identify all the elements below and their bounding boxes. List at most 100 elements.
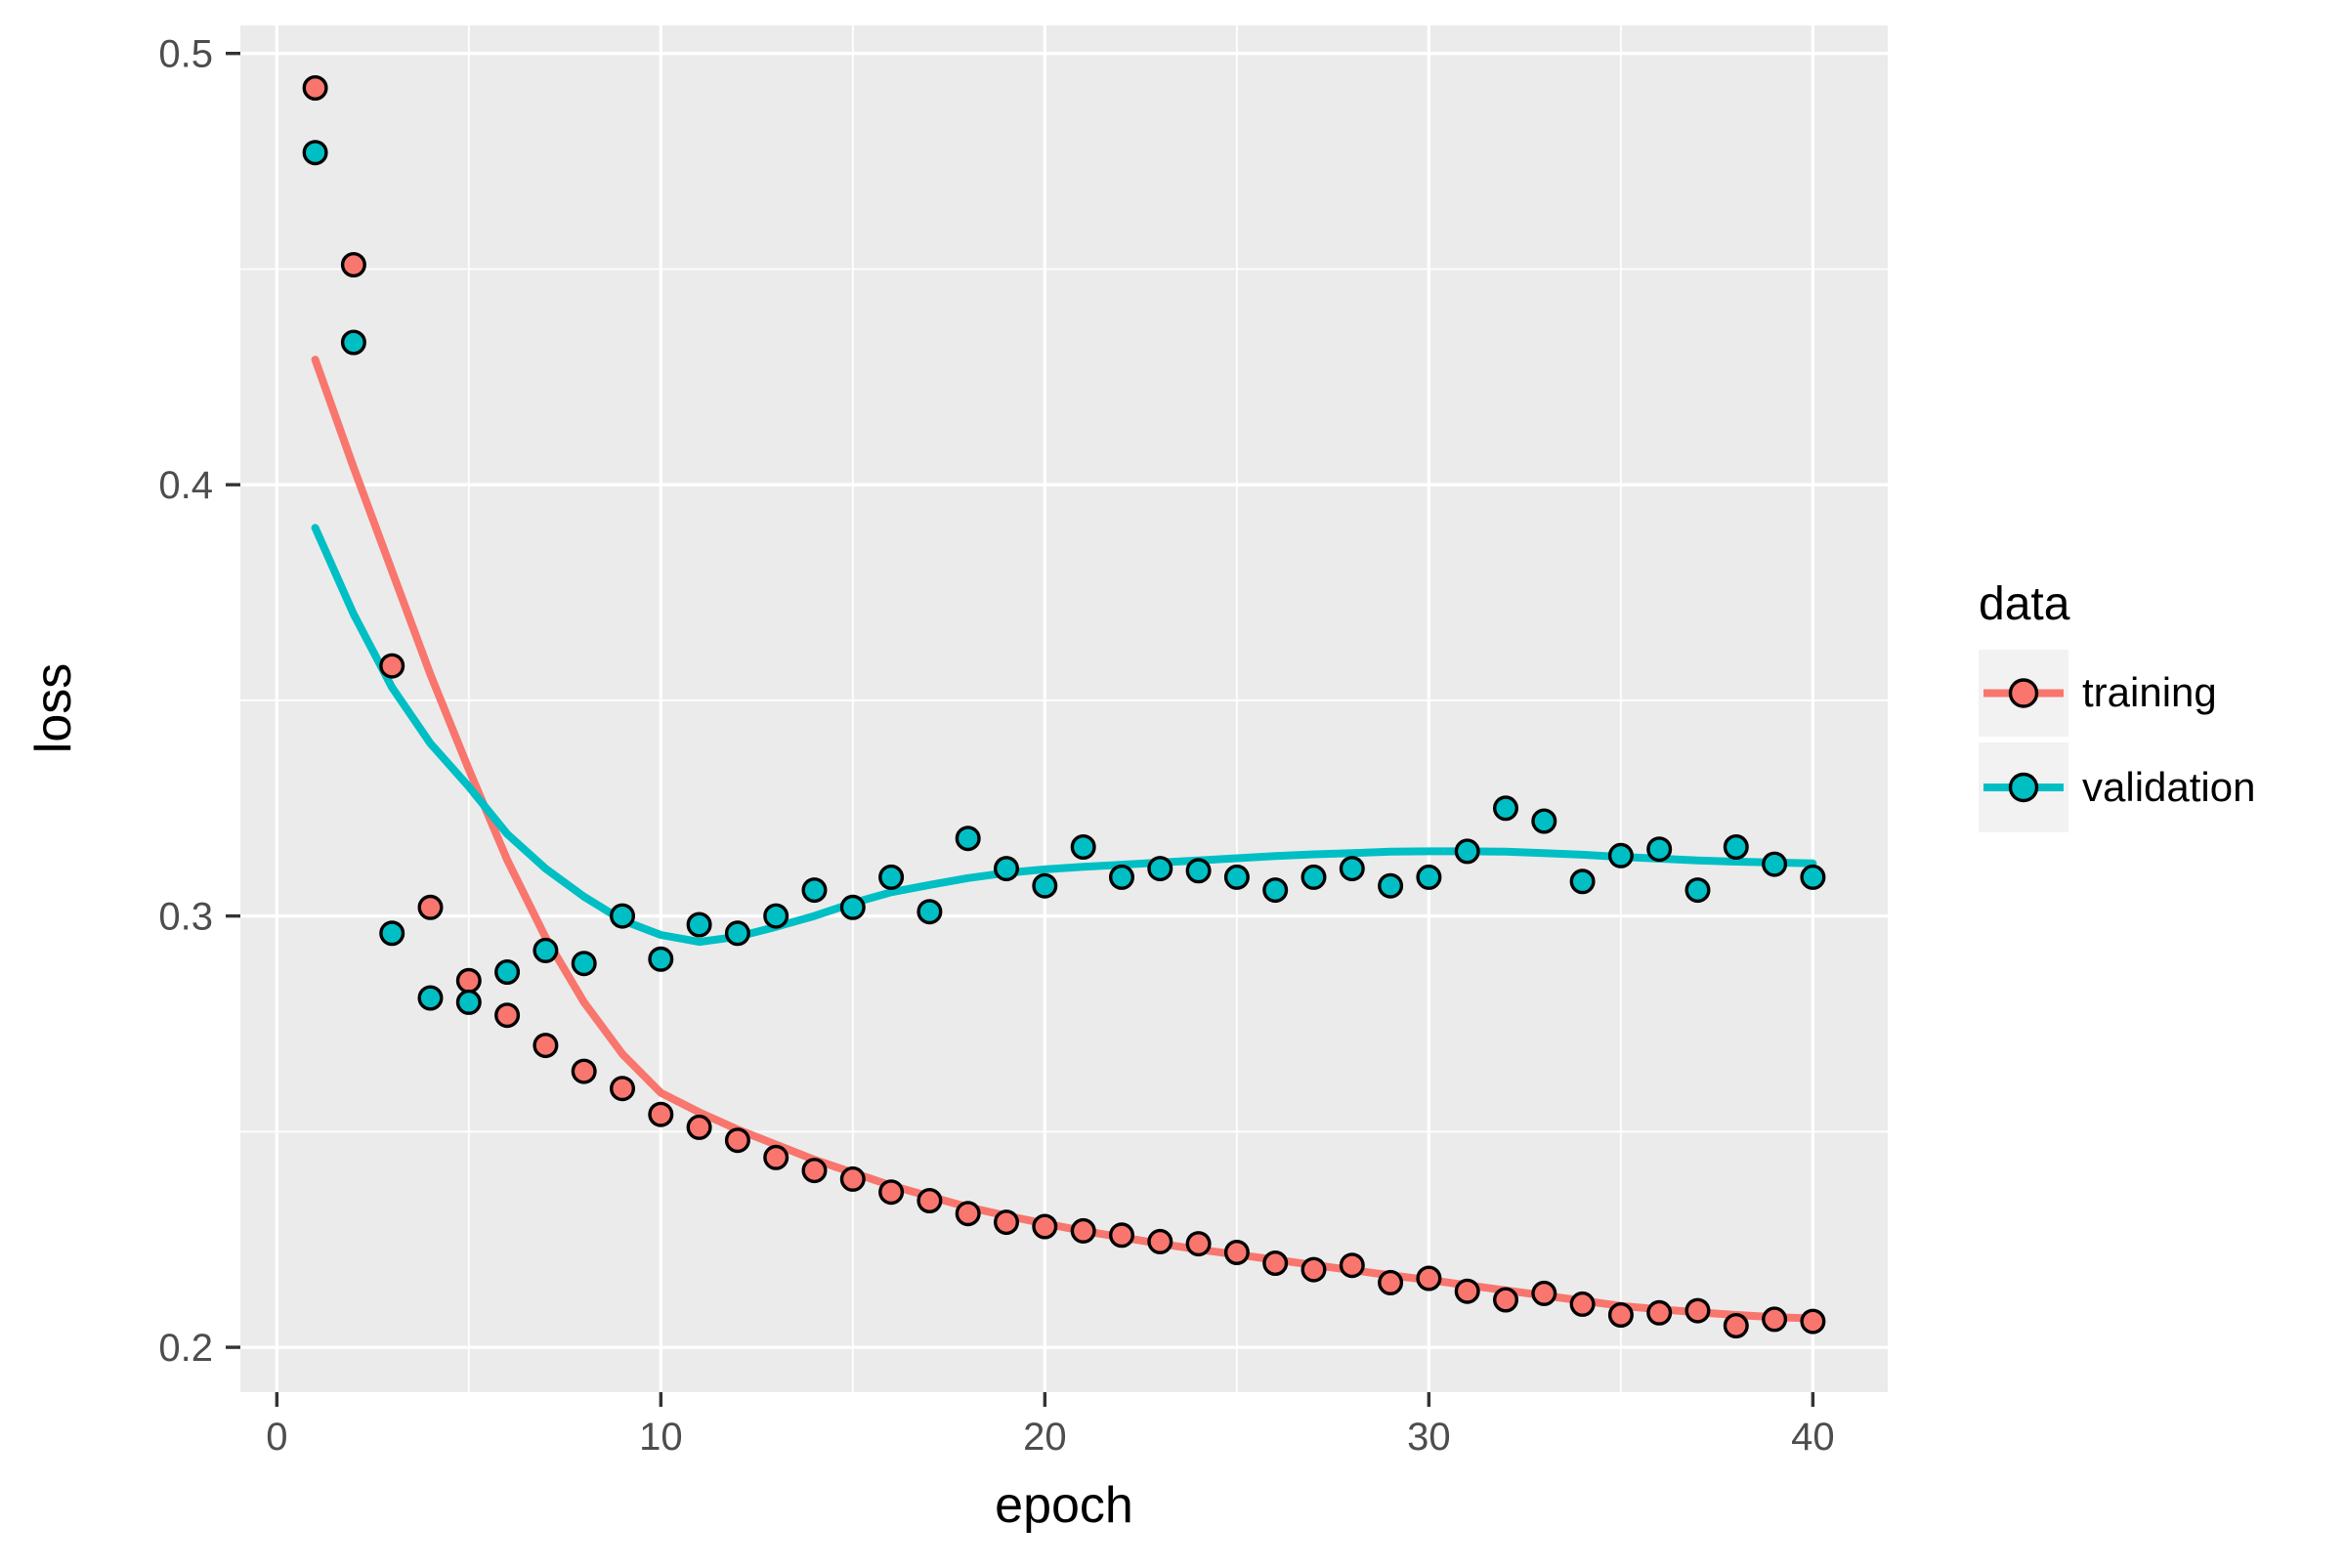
training-point <box>571 1058 597 1084</box>
x-tick-label: 0 <box>266 1416 287 1459</box>
validation-point <box>1339 856 1365 882</box>
x-tick-label: 40 <box>1791 1416 1835 1459</box>
training-point <box>878 1179 905 1206</box>
training-point <box>1762 1306 1788 1333</box>
validation-point <box>1032 872 1058 899</box>
training-point <box>1339 1252 1365 1279</box>
validation-point <box>571 951 597 977</box>
x-tick-label: 20 <box>1023 1416 1067 1459</box>
training-point <box>648 1101 674 1127</box>
training-point <box>1607 1301 1634 1328</box>
validation-point <box>1800 864 1826 890</box>
training-point <box>1378 1269 1404 1295</box>
training-point <box>379 653 405 679</box>
legend-key-glyph-validation <box>1983 772 2064 803</box>
legend-title: data <box>1979 578 2070 630</box>
y-axis-title: loss <box>25 663 82 753</box>
training-point <box>1262 1250 1289 1276</box>
training-point <box>1684 1297 1711 1324</box>
training-point <box>1492 1287 1518 1313</box>
legend-label-validation: validation <box>2082 764 2255 810</box>
y-tick-label: 0.2 <box>158 1327 213 1370</box>
training-point <box>686 1114 712 1140</box>
axis-tick-marks <box>226 51 1815 1407</box>
training-point <box>917 1187 943 1213</box>
training-point <box>1454 1278 1480 1304</box>
training-point <box>1032 1213 1058 1240</box>
validation-point <box>1108 864 1134 890</box>
legend: data training validation <box>1979 578 2255 832</box>
validation-point <box>1147 856 1173 882</box>
validation-point <box>1646 836 1673 863</box>
validation-point <box>417 985 444 1011</box>
training-point <box>1723 1312 1749 1338</box>
validation-point <box>763 903 789 929</box>
training-point <box>1569 1291 1596 1317</box>
validation-point <box>1378 872 1404 899</box>
training-point <box>1416 1265 1442 1292</box>
validation-point <box>648 946 674 972</box>
validation-point <box>1684 877 1711 904</box>
validation-point <box>917 899 943 925</box>
y-tick-label: 0.4 <box>158 464 213 507</box>
validation-point <box>801 877 828 904</box>
training-smooth-line <box>311 356 1817 1323</box>
training-point <box>533 1033 559 1059</box>
training-point <box>1185 1231 1212 1257</box>
legend-key-point <box>2008 772 2039 803</box>
x-tick-label: 10 <box>639 1416 683 1459</box>
validation-point <box>1762 851 1788 877</box>
x-tick-label: 30 <box>1407 1416 1451 1459</box>
validation-point <box>1569 869 1596 895</box>
validation-point <box>1223 864 1250 890</box>
training-point <box>1800 1308 1826 1335</box>
validation-point <box>340 329 366 356</box>
validation-point <box>1416 864 1442 890</box>
y-tick-label: 0.5 <box>158 33 213 76</box>
validation-point <box>1454 838 1480 865</box>
legend-label-training: training <box>2082 669 2217 715</box>
training-point <box>494 1002 521 1029</box>
validation-point <box>994 856 1020 882</box>
smooth-lines <box>311 356 1817 1323</box>
plot-panel <box>240 25 1888 1392</box>
training-point <box>302 74 328 101</box>
validation-point <box>1070 834 1096 861</box>
training-point <box>994 1209 1020 1236</box>
training-point <box>955 1201 981 1227</box>
y-axis-tick-labels: 0.2 0.3 0.4 0.5 <box>158 33 213 1370</box>
validation-point <box>955 826 981 852</box>
validation-point <box>1723 834 1749 861</box>
validation-point <box>1300 864 1327 890</box>
legend-key-glyph-training <box>1983 678 2064 708</box>
x-axis-title: epoch <box>995 1477 1133 1534</box>
data-points <box>302 74 1826 1338</box>
training-point <box>610 1076 636 1102</box>
validation-point <box>1492 795 1518 822</box>
validation-smooth-line <box>311 524 1817 947</box>
validation-point <box>302 140 328 166</box>
validation-point <box>1607 842 1634 869</box>
training-point <box>417 894 444 920</box>
training-point <box>1531 1280 1557 1306</box>
validation-point <box>1185 858 1212 884</box>
validation-point <box>878 864 905 890</box>
validation-point <box>379 920 405 947</box>
training-point <box>1646 1299 1673 1326</box>
legend-item-validation: validation <box>1979 742 2255 832</box>
legend-item-training: training <box>1979 650 2217 737</box>
training-point <box>763 1144 789 1170</box>
validation-point <box>533 937 559 963</box>
training-point <box>1108 1222 1134 1249</box>
major-gridlines <box>240 25 1888 1392</box>
validation-point <box>724 920 750 947</box>
x-axis-tick-labels: 0 10 20 30 40 <box>266 1416 1834 1459</box>
validation-point <box>839 894 866 920</box>
validation-point <box>1262 877 1289 904</box>
training-point <box>1147 1228 1173 1254</box>
training-point <box>724 1127 750 1154</box>
training-point <box>1223 1239 1250 1265</box>
training-point <box>340 252 366 278</box>
